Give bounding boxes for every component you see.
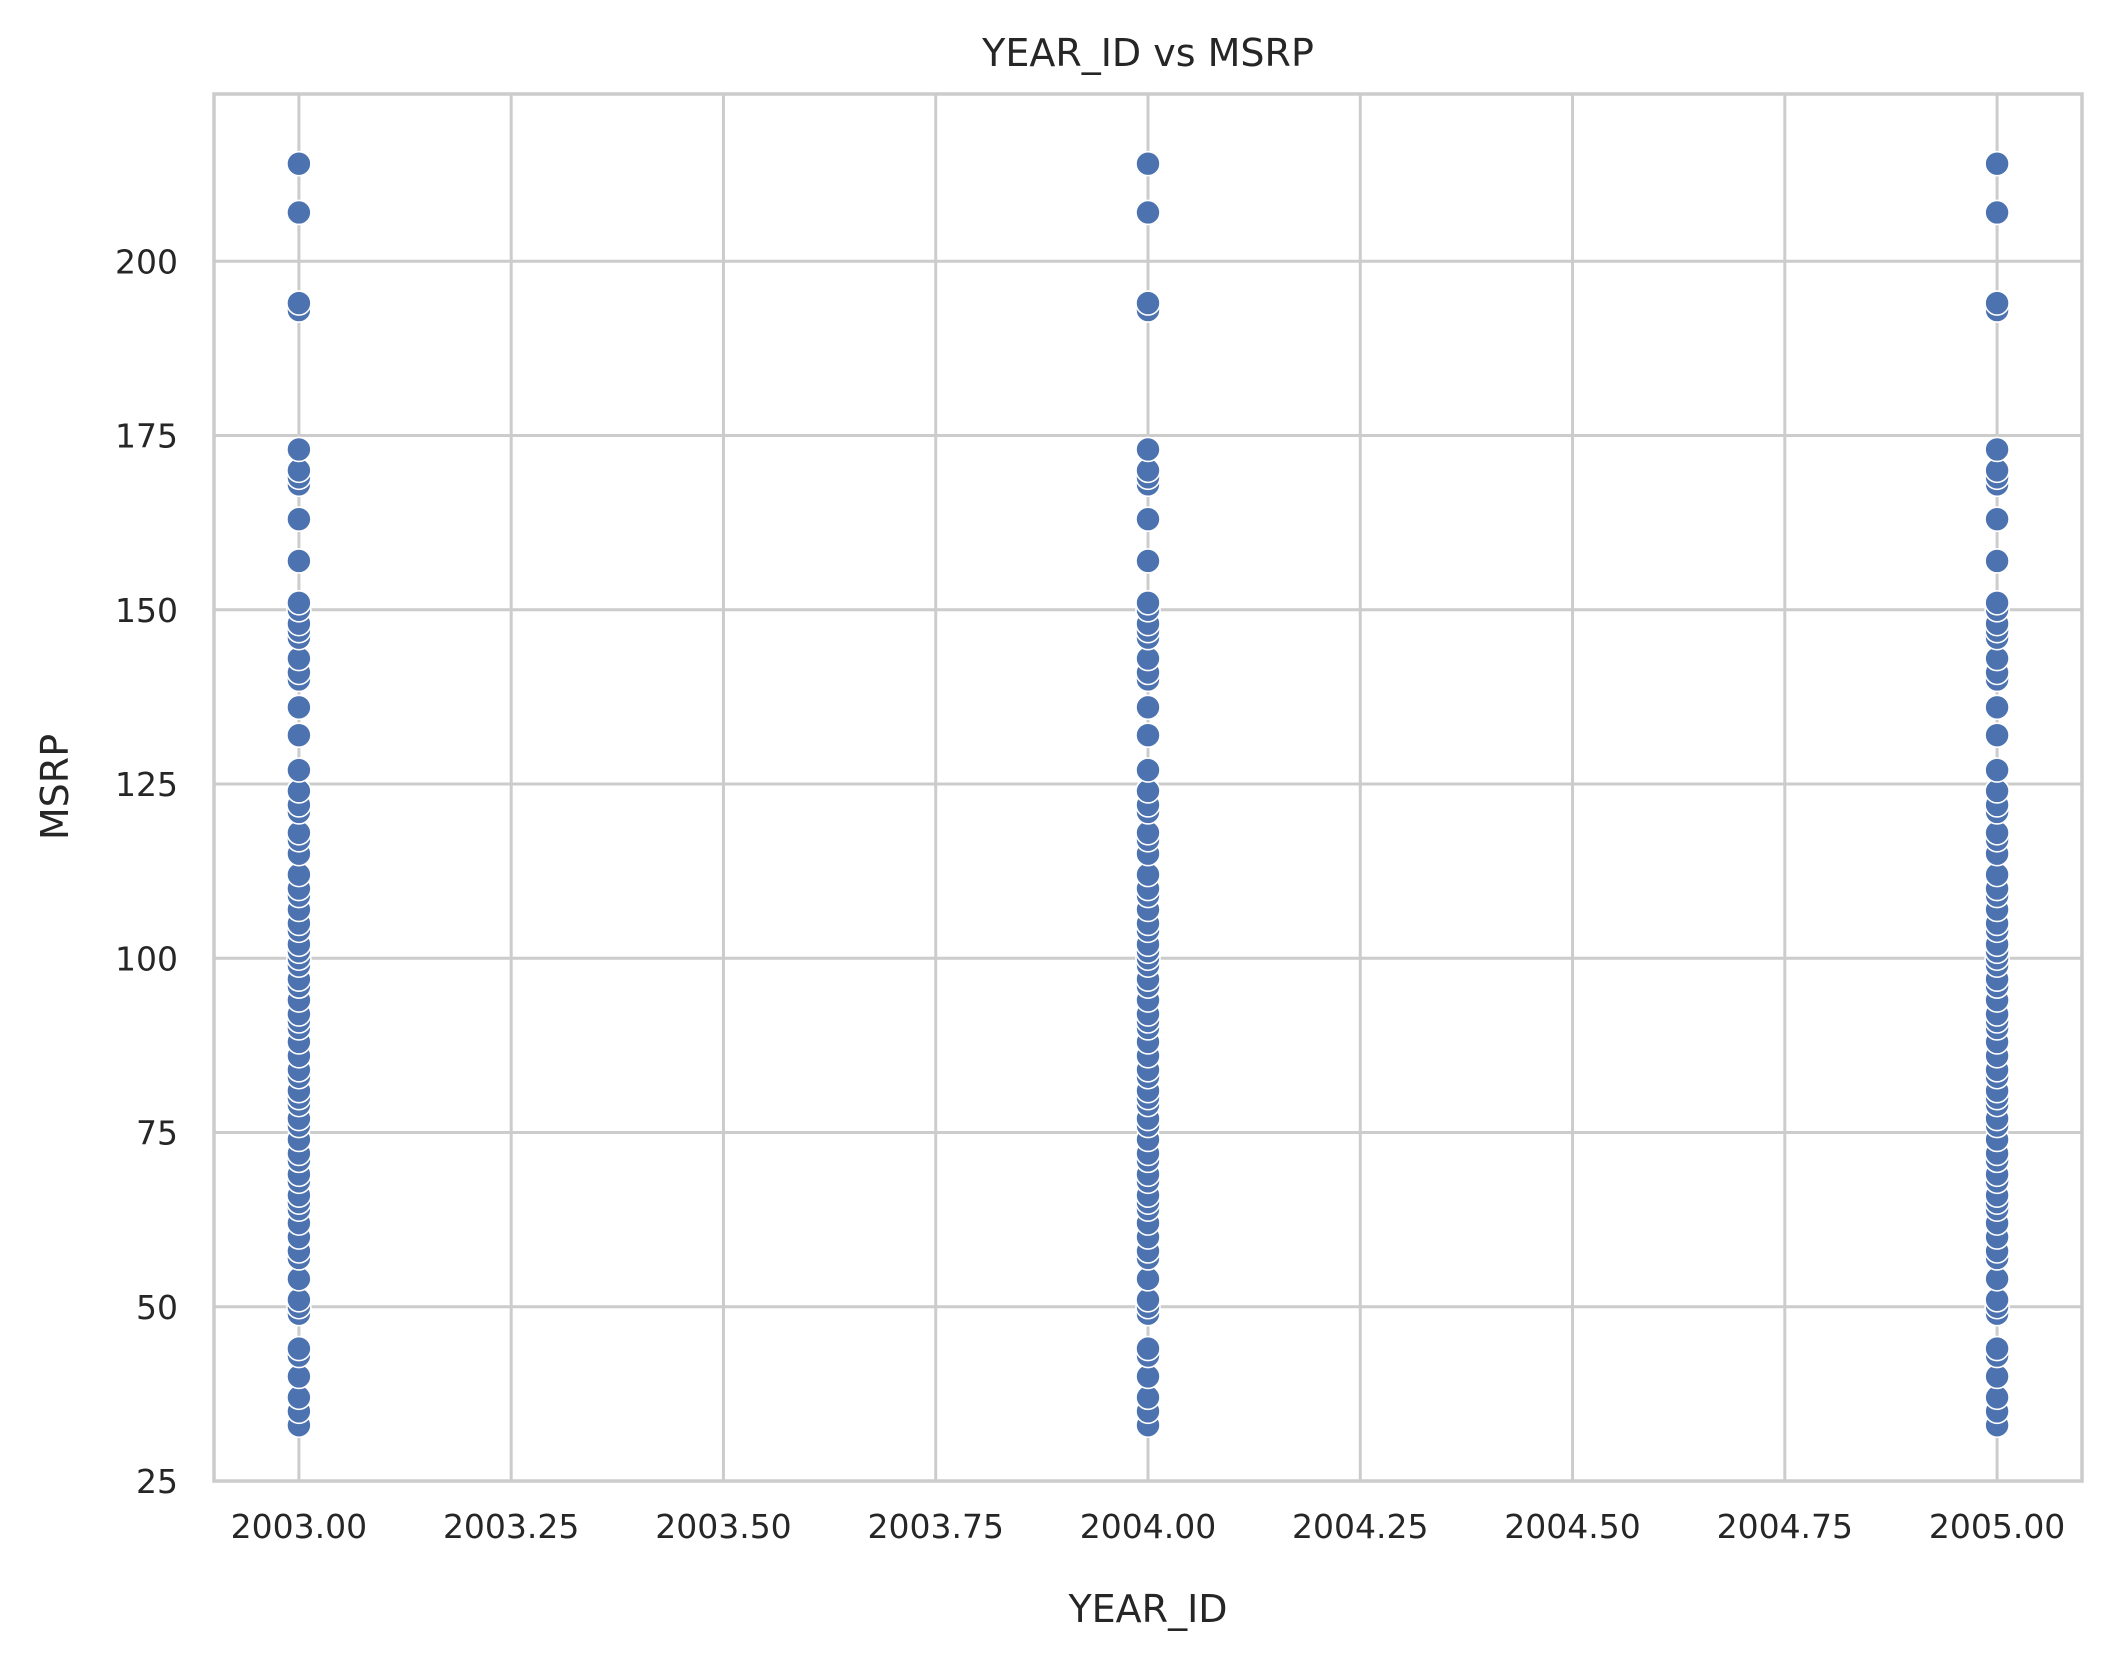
y-tick-label: 125 — [115, 765, 178, 804]
y-tick-label: 75 — [136, 1114, 178, 1153]
x-tick-label: 2003.50 — [655, 1507, 791, 1546]
data-point — [286, 589, 312, 616]
data-point — [286, 150, 312, 177]
plot-frame — [212, 92, 2084, 1483]
data-point — [1135, 1335, 1161, 1362]
chart-title: YEAR_ID vs MSRP — [981, 31, 1314, 75]
data-point — [1135, 589, 1161, 616]
x-tick-labels: 2003.00 2003.25 2003.50 2003.75 2004.00 2004.… — [231, 1507, 2066, 1546]
data-point — [1135, 548, 1161, 574]
x-tick-label: 2004.75 — [1717, 1507, 1853, 1546]
data-point — [1135, 694, 1161, 721]
x-tick-label: 2004.50 — [1504, 1507, 1640, 1546]
data-point — [1984, 150, 2010, 177]
data-point — [286, 506, 312, 532]
data-point — [1984, 694, 2010, 721]
y-tick-label: 200 — [115, 242, 178, 281]
data-point — [286, 548, 312, 574]
x-tick-label: 2003.25 — [443, 1507, 579, 1546]
x-tick-label: 2004.00 — [1080, 1507, 1216, 1546]
y-tick-label: 150 — [115, 591, 178, 630]
x-tick-label: 2005.00 — [1929, 1507, 2065, 1546]
data-point — [1984, 548, 2010, 574]
x-tick-label: 2003.75 — [867, 1507, 1003, 1546]
x-tick-label: 2003.00 — [231, 1507, 367, 1546]
data-point — [1984, 589, 2010, 616]
data-point — [286, 290, 312, 316]
y-tick-label: 50 — [136, 1288, 178, 1327]
x-axis-label: YEAR_ID — [1067, 1587, 1227, 1631]
data-point — [1984, 290, 2010, 316]
data-point — [286, 199, 312, 226]
x-tick-label: 2004.25 — [1292, 1507, 1428, 1546]
data-point — [1984, 722, 2010, 749]
y-tick-labels: 25 50 75 100 125 150 175 200 — [115, 242, 178, 1501]
data-point — [286, 694, 312, 721]
data-points — [286, 150, 2010, 1439]
data-point — [1984, 757, 2010, 783]
data-point — [1135, 290, 1161, 316]
data-point — [1135, 506, 1161, 532]
data-point — [286, 757, 312, 783]
data-point — [1135, 436, 1161, 463]
data-point — [1984, 199, 2010, 226]
y-tick-label: 100 — [115, 939, 178, 978]
y-tick-label: 25 — [136, 1462, 178, 1501]
y-axis-label: MSRP — [33, 734, 77, 840]
data-point — [1984, 506, 2010, 532]
y-tick-label: 175 — [115, 417, 178, 456]
data-point — [1135, 757, 1161, 783]
data-point — [1984, 1335, 2010, 1362]
data-point — [1135, 199, 1161, 226]
data-point — [286, 436, 312, 463]
data-point — [286, 1335, 312, 1362]
data-point — [286, 722, 312, 749]
data-point — [1135, 722, 1161, 749]
data-point — [1135, 150, 1161, 177]
data-point — [1984, 436, 2010, 463]
